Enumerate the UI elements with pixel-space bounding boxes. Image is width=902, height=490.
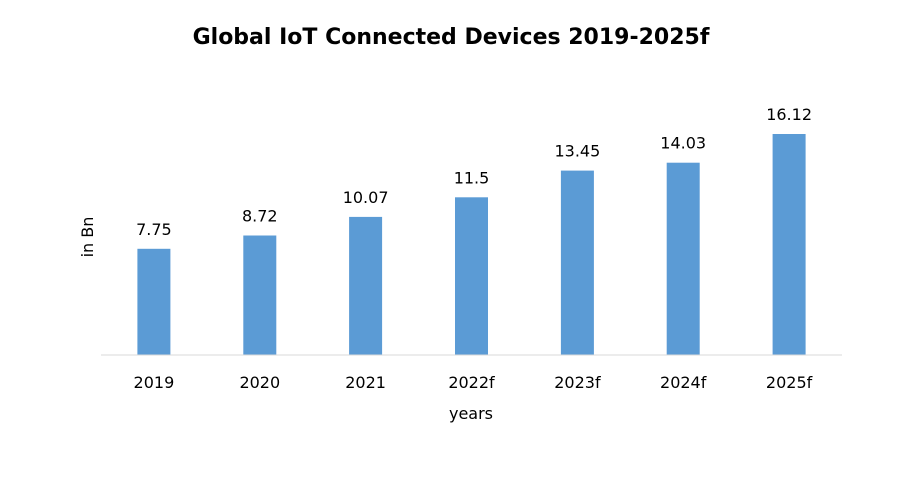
data-label-2019: 7.75	[136, 220, 172, 239]
data-label-2021: 10.07	[343, 188, 389, 207]
bar-2022f	[455, 197, 488, 355]
x-tick-label-2020: 2020	[239, 373, 280, 392]
x-tick-label-2024f: 2024f	[660, 373, 707, 392]
bar-2024f	[666, 162, 700, 355]
bar-2021	[349, 216, 383, 355]
data-labels-layer: 7.75 8.72 10.07 11.5 13.45 14.03 16.12	[136, 105, 812, 239]
data-label-2024f: 14.03	[660, 134, 706, 153]
x-tick-label-2021: 2021	[345, 373, 386, 392]
data-label-2022f: 11.5	[454, 168, 490, 187]
x-tick-label-2023f: 2023f	[554, 373, 601, 392]
chart-title: Global IoT Connected Devices 2019-2025f	[193, 25, 710, 50]
bar-2020	[243, 235, 277, 355]
bar-2019	[137, 248, 171, 355]
bars-layer	[137, 134, 806, 355]
x-tick-label-2022f: 2022f	[448, 373, 495, 392]
y-axis-title: in Bn	[78, 217, 97, 258]
bar-2023f	[560, 170, 594, 355]
x-tick-labels: 2019 2020 2021 2022f 2023f 2024f 2025f	[134, 373, 813, 392]
x-axis-title: years	[449, 404, 493, 423]
x-tick-label-2019: 2019	[134, 373, 175, 392]
data-label-2020: 8.72	[242, 207, 278, 226]
data-label-2025f: 16.12	[766, 105, 812, 124]
x-tick-label-2025f: 2025f	[766, 373, 813, 392]
data-label-2023f: 13.45	[554, 142, 600, 161]
bar-2025f	[772, 134, 806, 355]
